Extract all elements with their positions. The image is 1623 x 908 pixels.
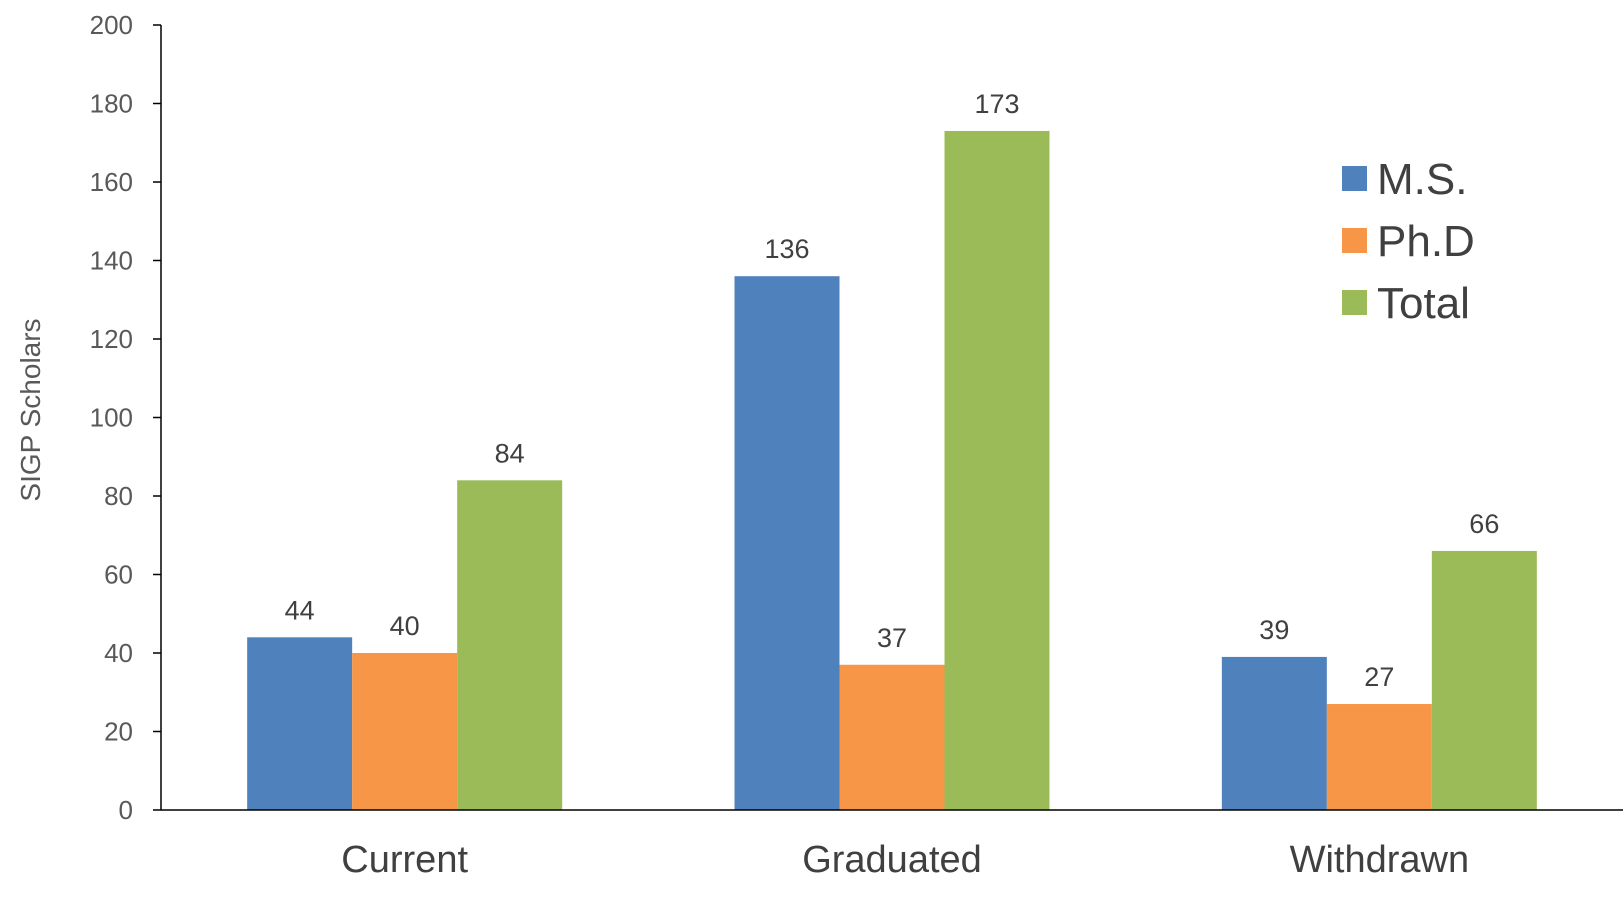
y-tick-label: 180 [90,89,133,119]
data-label: 173 [974,89,1019,119]
bar-withdrawn-ms [1221,656,1327,810]
data-label: 84 [495,438,525,468]
bar-current-phd [352,653,458,810]
data-labels: 44 40 84 136 37 173 39 27 66 [285,89,1500,692]
data-label: 27 [1364,662,1394,692]
y-tick-label: 160 [90,167,133,197]
bar-current-ms [247,637,353,810]
legend-swatch [1342,290,1367,315]
legend-label: M.S. [1377,155,1467,204]
legend: M.S. Ph.D Total [1342,155,1475,328]
axes [160,25,1623,811]
data-label: 66 [1469,509,1499,539]
y-tick-label: 20 [104,717,133,747]
y-axis-ticks: 0 20 40 60 80 100 120 140 160 180 200 [90,10,161,825]
legend-label: Ph.D [1377,217,1475,266]
bar-graduated-phd [839,664,945,810]
bar-current-total [457,480,563,810]
legend-swatch [1342,166,1367,191]
y-axis-title-group: SIGP Scholars [15,318,46,501]
data-label: 39 [1259,615,1289,645]
legend-swatch [1342,228,1367,253]
y-tick-label: 40 [104,638,133,668]
bar-withdrawn-phd [1326,704,1432,810]
bars [247,130,1537,811]
x-category-label: Current [341,839,468,881]
y-tick-label: 60 [104,560,133,590]
legend-label: Total [1377,279,1470,328]
x-category-label: Graduated [802,839,982,881]
y-tick-label: 140 [90,246,133,276]
x-category-label: Withdrawn [1290,839,1470,881]
y-tick-label: 80 [104,481,133,511]
data-label: 136 [764,234,809,264]
data-label: 37 [877,623,907,653]
bar-graduated-total [944,130,1050,811]
y-tick-label: 0 [119,795,133,825]
y-tick-label: 120 [90,324,133,354]
data-label: 40 [390,611,420,641]
bar-graduated-ms [734,276,840,810]
y-axis-title: SIGP Scholars [15,318,46,501]
y-tick-label: 200 [90,10,133,40]
x-axis-categories: Current Graduated Withdrawn [341,839,1469,881]
y-tick-label: 100 [90,403,133,433]
data-label: 44 [285,595,315,625]
bar-withdrawn-total [1431,550,1537,810]
